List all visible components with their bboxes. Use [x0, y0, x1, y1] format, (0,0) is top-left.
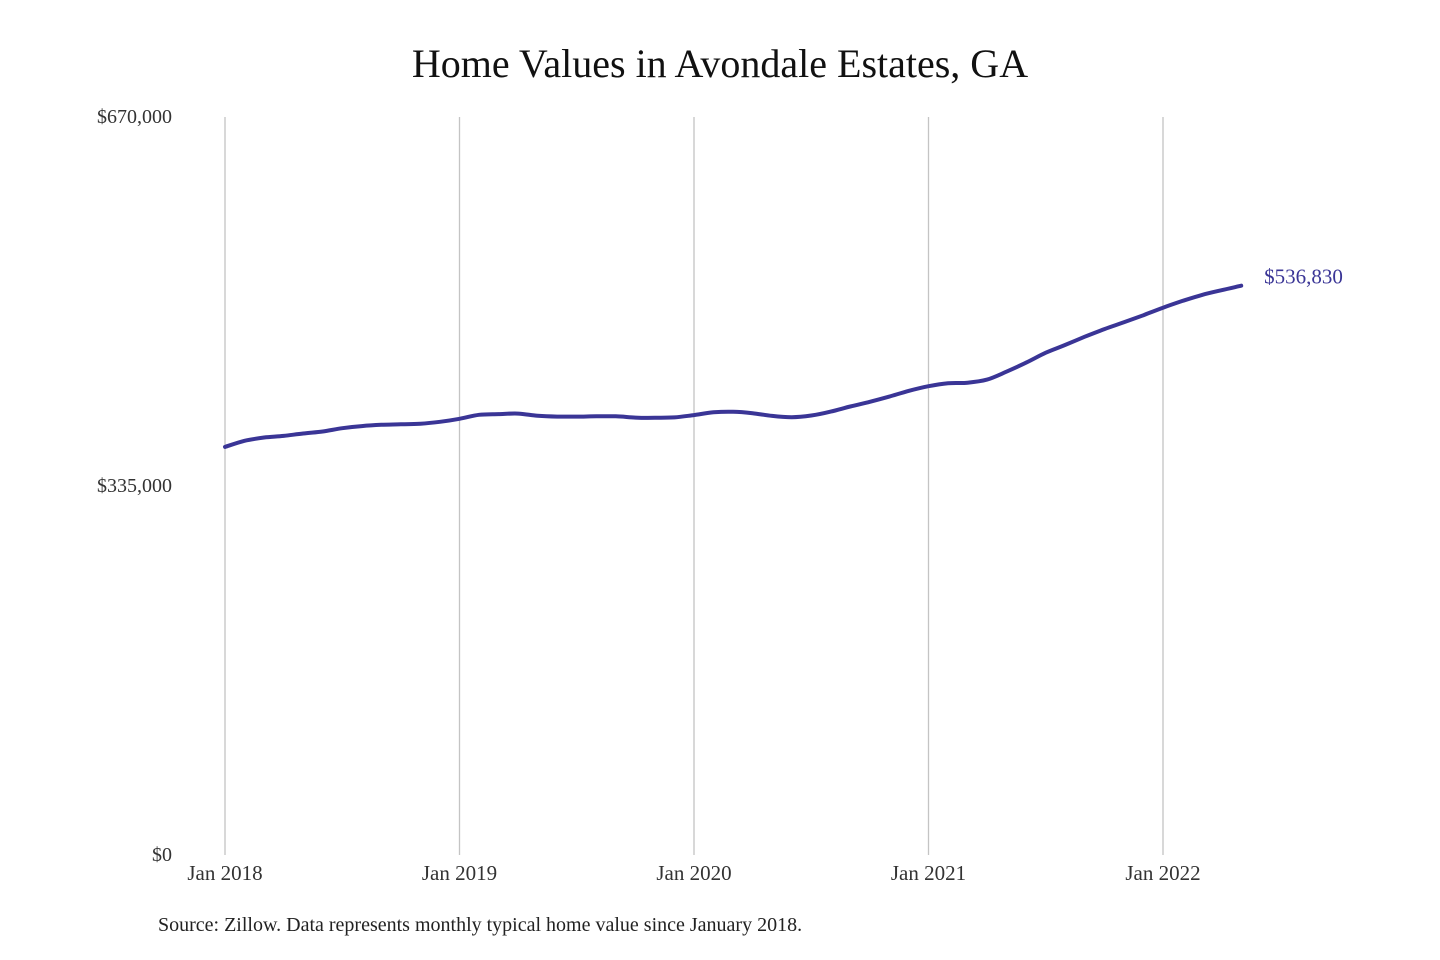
gridlines [224, 117, 1164, 855]
x-axis-labels: Jan 2018 Jan 2019 Jan 2020 Jan 2021 Jan 2022 [187, 861, 1200, 885]
x-tick-label: Jan 2020 [656, 861, 731, 885]
series-line-group: $536,830 [223, 265, 1343, 449]
chart-title: Home Values in Avondale Estates, GA [411, 41, 1029, 86]
end-value-label: $536,830 [1264, 265, 1343, 289]
source-note: Source: Zillow. Data represents monthly … [158, 914, 803, 936]
y-tick-label: $670,000 [97, 106, 172, 128]
x-tick-label: Jan 2021 [891, 861, 966, 885]
x-tick-label: Jan 2018 [187, 861, 262, 885]
y-tick-label: $0 [152, 844, 172, 866]
y-axis-labels: $0 $335,000 $670,000 [97, 106, 172, 866]
x-tick-label: Jan 2019 [422, 861, 497, 885]
x-tick-label: Jan 2022 [1125, 861, 1200, 885]
y-tick-label: $335,000 [97, 475, 172, 497]
series-line [223, 283, 1244, 449]
